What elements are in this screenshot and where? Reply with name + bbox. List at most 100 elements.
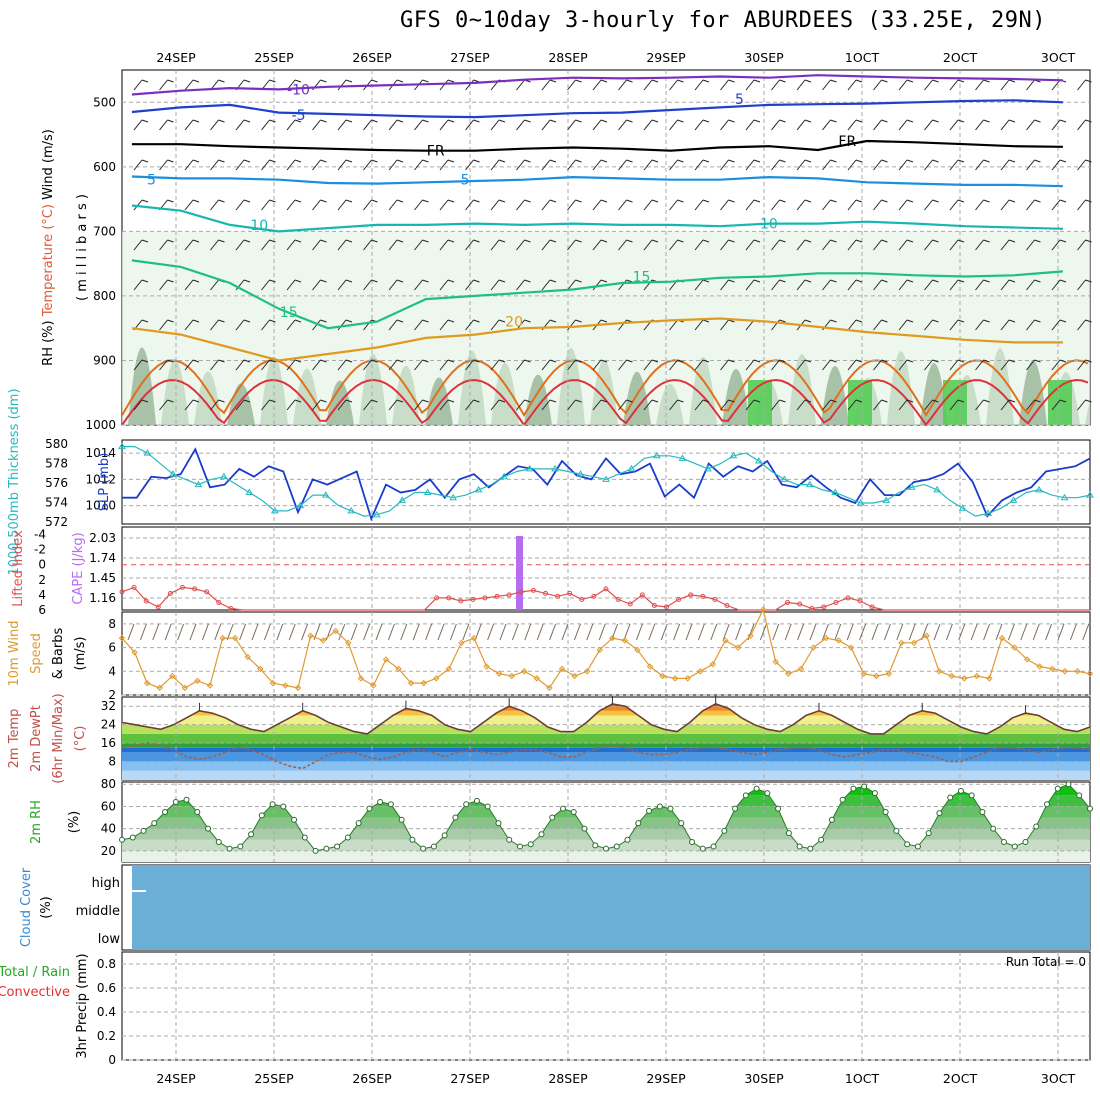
- wind-barb: [210, 119, 219, 131]
- wind-barb-flag: [906, 399, 914, 403]
- wind-barb: [337, 279, 347, 291]
- wind-barb: [643, 79, 653, 91]
- wind-barb-flag: [575, 79, 582, 83]
- surface-barb: [524, 623, 532, 641]
- rh-point: [151, 820, 158, 827]
- rh-point: [581, 825, 588, 832]
- wind-barb: [822, 239, 831, 251]
- wind-barb: [465, 119, 474, 131]
- wind-barb-flag: [804, 199, 812, 203]
- thickness-marker: [805, 480, 814, 488]
- wind-barb: [745, 119, 755, 131]
- wind-barb: [1026, 319, 1035, 331]
- surface-barb: [561, 623, 569, 641]
- wind-barb-flag: [728, 319, 735, 323]
- wind-barb: [924, 119, 933, 131]
- wind-speed-point: [131, 649, 138, 656]
- wind-barb-flag: [141, 79, 149, 83]
- wind-barb-flag: [294, 199, 302, 203]
- surface-barb: [239, 623, 247, 641]
- wind-barb-flag: [753, 239, 761, 243]
- pressure-tick: 700: [93, 224, 116, 238]
- wind-barb: [286, 279, 296, 291]
- wind-barb-flag: [626, 359, 633, 363]
- bottom-date-label: 1OCT: [845, 1071, 880, 1086]
- wind-barb-flag: [855, 279, 863, 283]
- rh-ylabel-unit: (%): [67, 811, 82, 834]
- rh-point: [871, 790, 878, 797]
- wind-barb: [337, 399, 347, 411]
- wind-barb: [261, 119, 270, 131]
- wind-barb: [873, 279, 882, 291]
- upper-air-ylabel2: ( m i l l i b a r s ): [75, 194, 90, 301]
- wind-barb: [592, 239, 602, 251]
- wind-barb-flag: [626, 159, 633, 163]
- top-date-label: 29SEP: [646, 50, 686, 65]
- wind-barb: [439, 359, 449, 371]
- wind-speed-point: [860, 670, 867, 677]
- wind-barb: [490, 399, 500, 411]
- wind-barb-flag: [728, 239, 735, 243]
- top-date-label: 1OCT: [845, 50, 880, 65]
- wind-barb: [567, 239, 576, 251]
- rh-point: [1087, 805, 1093, 812]
- lifted-index-point: [833, 599, 839, 605]
- thickness-marker: [143, 449, 152, 456]
- wind-barb: [1026, 119, 1035, 131]
- wind-barb-flag: [549, 159, 557, 163]
- wind-barb-flag: [1034, 159, 1041, 163]
- pressure-tick: 500: [93, 95, 116, 109]
- wind-barb-flag: [932, 159, 939, 163]
- wind-speed-point: [257, 665, 264, 673]
- wind-barb-flag: [498, 319, 506, 323]
- wind-barb: [924, 159, 933, 171]
- wind-barb: [439, 159, 449, 171]
- wind-barb-flag: [1034, 199, 1041, 203]
- wind-barb: [286, 359, 296, 371]
- rh-point: [732, 805, 739, 812]
- panel-li: [121, 526, 1091, 611]
- wind-barb: [796, 199, 806, 211]
- wind-barb-flag: [779, 399, 786, 403]
- rh-point: [893, 827, 900, 834]
- cloud-level-label: middle: [76, 904, 120, 919]
- wind-barb-flag: [855, 159, 863, 163]
- wind-speed-point: [433, 675, 440, 682]
- wind-barb-flag: [677, 159, 684, 163]
- surface-barb: [759, 623, 767, 641]
- surface-barb: [226, 623, 234, 641]
- rh-point: [882, 809, 889, 815]
- wind-barb-flag: [345, 399, 353, 403]
- wind-barb: [898, 279, 908, 291]
- cloud-fill: [132, 865, 1090, 950]
- wind-barb-flag: [549, 279, 557, 283]
- wind-speed-point: [609, 634, 616, 642]
- rh-point: [291, 816, 298, 823]
- contour-label: 10: [250, 218, 268, 234]
- wind-barb: [720, 159, 729, 171]
- wind-barb-flag: [906, 79, 914, 83]
- cape-ylabel: CAPE (J/kg): [71, 532, 86, 604]
- lifted-index-point: [869, 604, 875, 610]
- lifted-index-line: [121, 586, 1090, 611]
- surface-barb: [437, 623, 445, 641]
- wind-barb-flag: [371, 79, 378, 83]
- wind-barb: [592, 119, 602, 131]
- wind-barb-flag: [269, 359, 276, 363]
- wind-barb-flag: [600, 199, 608, 203]
- wind-tick: 8: [108, 617, 116, 631]
- wind-barb: [159, 119, 168, 131]
- lifted-index-point: [639, 592, 645, 598]
- wind-barb: [898, 199, 908, 211]
- wind-barb-flag: [932, 199, 939, 203]
- rh-point: [1033, 823, 1040, 830]
- thickness-marker: [627, 464, 636, 472]
- wind-barb-flag: [932, 359, 939, 363]
- wind-barb: [1000, 359, 1010, 371]
- surface-barb: [772, 623, 780, 641]
- contour-label: FR: [427, 144, 445, 160]
- wind-barb-flag: [575, 239, 582, 243]
- wind-barb: [439, 279, 449, 291]
- wind-barb-flag: [753, 359, 761, 363]
- rh-point: [527, 841, 534, 848]
